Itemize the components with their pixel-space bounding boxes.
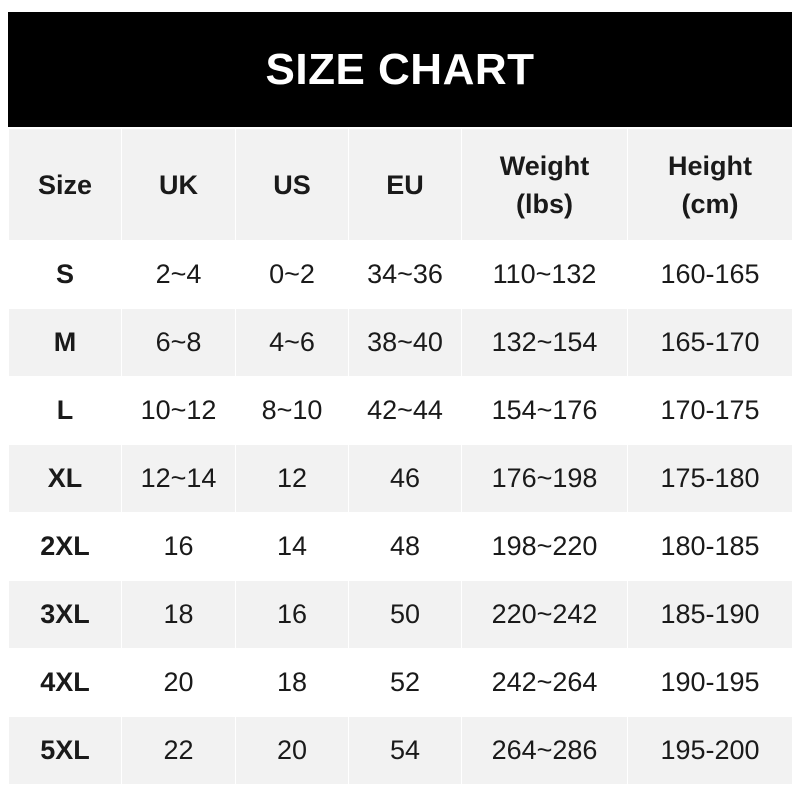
table-cell: 12~14 — [121, 444, 236, 513]
size-label-cell: 5XL — [8, 716, 122, 785]
table-cell: 0~2 — [235, 240, 349, 309]
column-header-label: US — [273, 169, 311, 200]
size-label-cell: 4XL — [8, 648, 122, 717]
table-cell: 20 — [121, 648, 236, 717]
table-cell: 2~4 — [121, 240, 236, 309]
table-cell: 165-170 — [627, 308, 793, 377]
column-header-label: Size — [37, 169, 93, 200]
table-cell: 12 — [235, 444, 349, 513]
column-header-unit: (lbs) — [516, 188, 573, 219]
column-header: Height (cm) — [627, 128, 793, 241]
table-cell: 154~176 — [461, 376, 628, 445]
table-row: L 10~12 8~10 42~44 154~176 170-175 — [8, 376, 793, 445]
table-cell: 160-165 — [627, 240, 793, 309]
table-cell: 242~264 — [461, 648, 628, 717]
column-header: Size — [8, 128, 122, 241]
table-cell: 190-195 — [627, 648, 793, 717]
size-label-cell: S — [8, 240, 122, 309]
table-cell: 34~36 — [348, 240, 462, 309]
table-cell: 8~10 — [235, 376, 349, 445]
table-cell: 18 — [121, 580, 236, 649]
table-cell: 110~132 — [461, 240, 628, 309]
table-row: M 6~8 4~6 38~40 132~154 165-170 — [8, 308, 793, 377]
size-label-cell: XL — [8, 444, 122, 513]
table-cell: 175-180 — [627, 444, 793, 513]
column-header: EU — [348, 128, 462, 241]
table-row: 4XL 20 18 52 242~264 190-195 — [8, 648, 793, 717]
table-cell: 16 — [235, 580, 349, 649]
column-header-label: Weight — [499, 150, 590, 181]
column-header-label: UK — [159, 169, 198, 200]
size-label-cell: L — [8, 376, 122, 445]
column-header-label: Height — [668, 150, 752, 181]
size-chart-table: Size UK US EU Weight (lbs) Height (cm) S 2~4 0~2 3… — [8, 128, 793, 785]
column-header-unit: (cm) — [681, 188, 739, 219]
table-cell: 185-190 — [627, 580, 793, 649]
page-title: SIZE CHART — [8, 12, 792, 127]
table-cell: 16 — [121, 512, 236, 581]
table-cell: 20 — [235, 716, 349, 785]
table-row: 2XL 16 14 48 198~220 180-185 — [8, 512, 793, 581]
header-row: Size UK US EU Weight (lbs) Height (cm) — [8, 128, 793, 241]
table-cell: 6~8 — [121, 308, 236, 377]
column-header: Weight (lbs) — [461, 128, 628, 241]
size-label-cell: 3XL — [8, 580, 122, 649]
column-header: US — [235, 128, 349, 241]
table-cell: 54 — [348, 716, 462, 785]
table-cell: 38~40 — [348, 308, 462, 377]
table-cell: 10~12 — [121, 376, 236, 445]
column-header-label: EU — [386, 169, 424, 200]
table-cell: 170-175 — [627, 376, 793, 445]
table-cell: 220~242 — [461, 580, 628, 649]
column-header: UK — [121, 128, 236, 241]
table-cell: 195-200 — [627, 716, 793, 785]
table-cell: 46 — [348, 444, 462, 513]
table-cell: 42~44 — [348, 376, 462, 445]
table-cell: 176~198 — [461, 444, 628, 513]
table-cell: 198~220 — [461, 512, 628, 581]
table-cell: 48 — [348, 512, 462, 581]
size-label-cell: M — [8, 308, 122, 377]
table-cell: 52 — [348, 648, 462, 717]
table-cell: 50 — [348, 580, 462, 649]
table-row: S 2~4 0~2 34~36 110~132 160-165 — [8, 240, 793, 309]
table-cell: 132~154 — [461, 308, 628, 377]
table-cell: 264~286 — [461, 716, 628, 785]
table-cell: 180-185 — [627, 512, 793, 581]
table-row: 3XL 18 16 50 220~242 185-190 — [8, 580, 793, 649]
size-label-cell: 2XL — [8, 512, 122, 581]
table-row: XL 12~14 12 46 176~198 175-180 — [8, 444, 793, 513]
table-cell: 4~6 — [235, 308, 349, 377]
table-cell: 18 — [235, 648, 349, 717]
table-cell: 14 — [235, 512, 349, 581]
table-row: 5XL 22 20 54 264~286 195-200 — [8, 716, 793, 785]
table-cell: 22 — [121, 716, 236, 785]
